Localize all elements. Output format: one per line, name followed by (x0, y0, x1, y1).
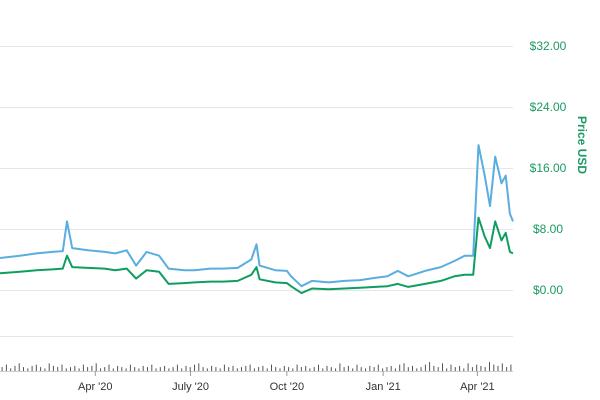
y-axis-ticks: $0.00 $8.00 $16.00 $24.00 $32.00 (530, 39, 567, 297)
x-axis-ticks: Apr '20 July '20 Oct '20 Jan '21 Apr '21 (78, 371, 495, 393)
y-tick-label: $16.00 (530, 161, 567, 175)
series-line-0 (0, 144, 514, 288)
y-tick-label: $24.00 (530, 100, 567, 114)
x-tick-label: July '20 (172, 381, 209, 393)
y-tick-label: $8.00 (533, 222, 563, 236)
x-tick-label: Oct '20 (270, 381, 305, 393)
volume-layer (0, 362, 513, 372)
series-line-1 (0, 216, 514, 295)
y-tick-label: $32.00 (530, 39, 567, 53)
x-tick-label: Apr '20 (78, 381, 113, 393)
x-tick-label: Jan '21 (366, 381, 401, 393)
x-tick-label: Apr '21 (460, 381, 495, 393)
y-axis-title: Price USD (575, 116, 589, 174)
y-tick-label: $0.00 (533, 283, 563, 297)
series-layer (0, 144, 514, 295)
grid-layer (0, 46, 513, 337)
